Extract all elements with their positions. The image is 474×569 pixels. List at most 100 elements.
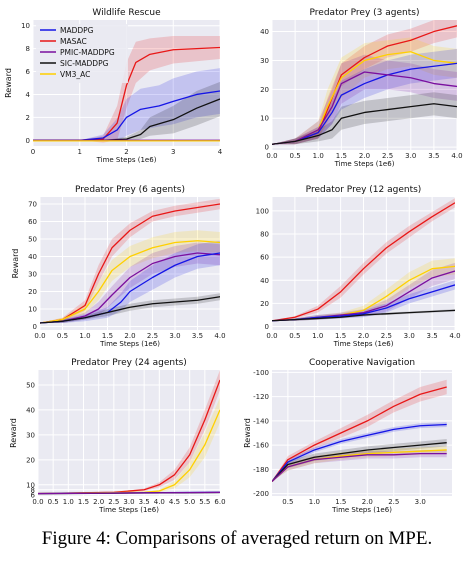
x-tick-label: 3 bbox=[171, 148, 175, 156]
y-tick-label: -200 bbox=[253, 490, 269, 498]
y-tick-label: 8 bbox=[26, 45, 30, 53]
y-tick-label: 50 bbox=[26, 381, 35, 389]
legend-label-maddpg: MADDPG bbox=[60, 26, 94, 35]
y-tick-label: -100 bbox=[253, 369, 269, 377]
x-tick-label: 0 bbox=[31, 148, 35, 156]
legend-label-sic-maddpg: SIC-MADDPG bbox=[60, 59, 109, 68]
series-line-maddpg bbox=[33, 90, 220, 141]
legend-box bbox=[36, 24, 128, 83]
chart-title: Predator Prey (6 agents) bbox=[75, 185, 185, 195]
y-tick-label: -140 bbox=[253, 417, 269, 425]
x-tick-label: 3.5 bbox=[427, 332, 438, 340]
x-tick-label: 0.5 bbox=[57, 332, 68, 340]
series-line-pmic-maddpg bbox=[40, 252, 220, 324]
x-tick-label: 1.0 bbox=[313, 152, 324, 160]
y-tick-label: 20 bbox=[260, 86, 269, 94]
y-tick-label: 40 bbox=[26, 406, 35, 414]
x-tick-label: 5.0 bbox=[184, 498, 195, 506]
series-band-vm3-ac bbox=[40, 230, 220, 323]
y-tick-label: 2 bbox=[26, 114, 30, 122]
plot-area bbox=[272, 370, 452, 496]
y-tick-label: 0 bbox=[265, 323, 269, 331]
y-tick-label: 40 bbox=[28, 253, 37, 261]
chart-title: Cooperative Navigation bbox=[309, 358, 415, 368]
chart-title: Predator Prey (24 agents) bbox=[71, 358, 187, 368]
y-tick-label: 6 bbox=[26, 68, 31, 76]
y-tick-label: 50 bbox=[28, 236, 37, 244]
series-line-masac bbox=[272, 386, 447, 482]
y-tick-label: 10 bbox=[28, 306, 37, 314]
y-axis-label: Reward bbox=[9, 418, 18, 448]
x-axis-label: Time Steps (1e6) bbox=[96, 156, 157, 164]
x-tick-label: 0.5 bbox=[282, 498, 293, 506]
series-band-vm3-ac bbox=[272, 37, 457, 145]
x-tick-label: 2 bbox=[124, 148, 128, 156]
x-tick-label: 3.5 bbox=[428, 152, 439, 160]
y-axis-label: Reward bbox=[4, 68, 13, 98]
chart-panel-5: 0.0 0.5 1.0 1.5 2.0 2.5 3.0 3.5 4.0 4.5 5.0 5.5 6.0 6… bbox=[9, 358, 226, 514]
y-tick-label: -160 bbox=[253, 442, 269, 450]
x-tick-label: 6.0 bbox=[214, 498, 225, 506]
x-tick-label: 1 bbox=[78, 148, 82, 156]
series-line-masac bbox=[38, 379, 220, 495]
y-tick-label: 8 bbox=[31, 486, 35, 494]
y-tick-label: 30 bbox=[260, 57, 269, 65]
y-tick-label: 60 bbox=[28, 218, 37, 226]
plot-series-group bbox=[33, 36, 220, 143]
x-tick-label: 1.0 bbox=[79, 332, 90, 340]
x-tick-label: 2.5 bbox=[147, 332, 158, 340]
series-band-sic-maddpg bbox=[33, 81, 220, 142]
chart-panel-4: 0.0 0.5 1.0 1.5 2.0 2.5 3.0 3.5 4.0 0 20 40 60 80 100 P… bbox=[256, 185, 461, 348]
chart-panel-3: 0.0 0.5 1.0 1.5 2.0 2.5 3.0 3.5 4.0 0 10 20 30 40 50 60… bbox=[11, 185, 226, 348]
series-band-masac bbox=[272, 379, 447, 482]
plot-series-group bbox=[272, 20, 457, 145]
x-tick-label: 0.5 bbox=[290, 152, 301, 160]
x-tick-label: 3.0 bbox=[404, 332, 415, 340]
x-tick-label: 4.0 bbox=[449, 332, 460, 340]
series-line-masac bbox=[272, 202, 455, 322]
y-tick-label: 40 bbox=[260, 277, 269, 285]
x-tick-label: 3.5 bbox=[139, 498, 150, 506]
x-tick-label: 1.0 bbox=[63, 498, 74, 506]
series-band-maddpg bbox=[40, 240, 220, 323]
y-tick-label: -120 bbox=[253, 393, 269, 401]
series-line-maddpg bbox=[272, 62, 457, 145]
x-tick-label: 0.0 bbox=[266, 152, 277, 160]
plot-series-group bbox=[272, 198, 455, 322]
y-axis-label: Reward bbox=[243, 418, 252, 448]
y-tick-label: 0 bbox=[26, 137, 30, 145]
series-band-masac bbox=[272, 198, 455, 321]
series-line-sic-maddpg bbox=[272, 309, 455, 322]
chart-title: Predator Prey (3 agents) bbox=[310, 8, 420, 18]
x-axis-label: Time Steps (1e6) bbox=[98, 506, 159, 514]
y-tick-label: 20 bbox=[26, 456, 35, 464]
y-tick-label: 0 bbox=[265, 144, 269, 152]
chart-panel-6: 0.5 1.0 1.5 2.0 2.5 3.0 -200 -180 -160 -140 -120 -1… bbox=[243, 358, 452, 514]
y-axis-label: Reward bbox=[11, 249, 20, 279]
x-tick-label: 4.5 bbox=[169, 498, 180, 506]
x-tick-label: 0.0 bbox=[34, 332, 45, 340]
x-tick-label: 5.5 bbox=[199, 498, 210, 506]
chart-title: Predator Prey (12 agents) bbox=[306, 185, 422, 195]
series-line-sic-maddpg bbox=[272, 442, 447, 482]
x-tick-label: 0.0 bbox=[266, 332, 277, 340]
x-tick-label: 2.5 bbox=[108, 498, 119, 506]
y-tick-label: 10 bbox=[21, 22, 30, 30]
x-tick-label: 1.5 bbox=[336, 152, 347, 160]
series-band-maddpg bbox=[33, 68, 220, 142]
figure-caption: Figure 4: Comparisons of averaged return… bbox=[41, 528, 433, 549]
series-band-sic-maddpg bbox=[272, 439, 447, 482]
x-tick-label: 2.5 bbox=[381, 332, 392, 340]
x-tick-label: 2.5 bbox=[388, 498, 399, 506]
x-tick-label: 2.0 bbox=[362, 498, 373, 506]
x-tick-label: 1.0 bbox=[312, 332, 323, 340]
x-tick-label: 2.0 bbox=[358, 332, 369, 340]
y-tick-label: 40 bbox=[260, 28, 269, 36]
x-tick-label: 3.0 bbox=[169, 332, 180, 340]
y-tick-label: -180 bbox=[253, 466, 269, 474]
series-line-maddpg bbox=[272, 423, 447, 482]
y-tick-label: 0 bbox=[33, 323, 37, 331]
x-tick-label: 3.0 bbox=[415, 498, 426, 506]
y-tick-label: 20 bbox=[260, 300, 269, 308]
